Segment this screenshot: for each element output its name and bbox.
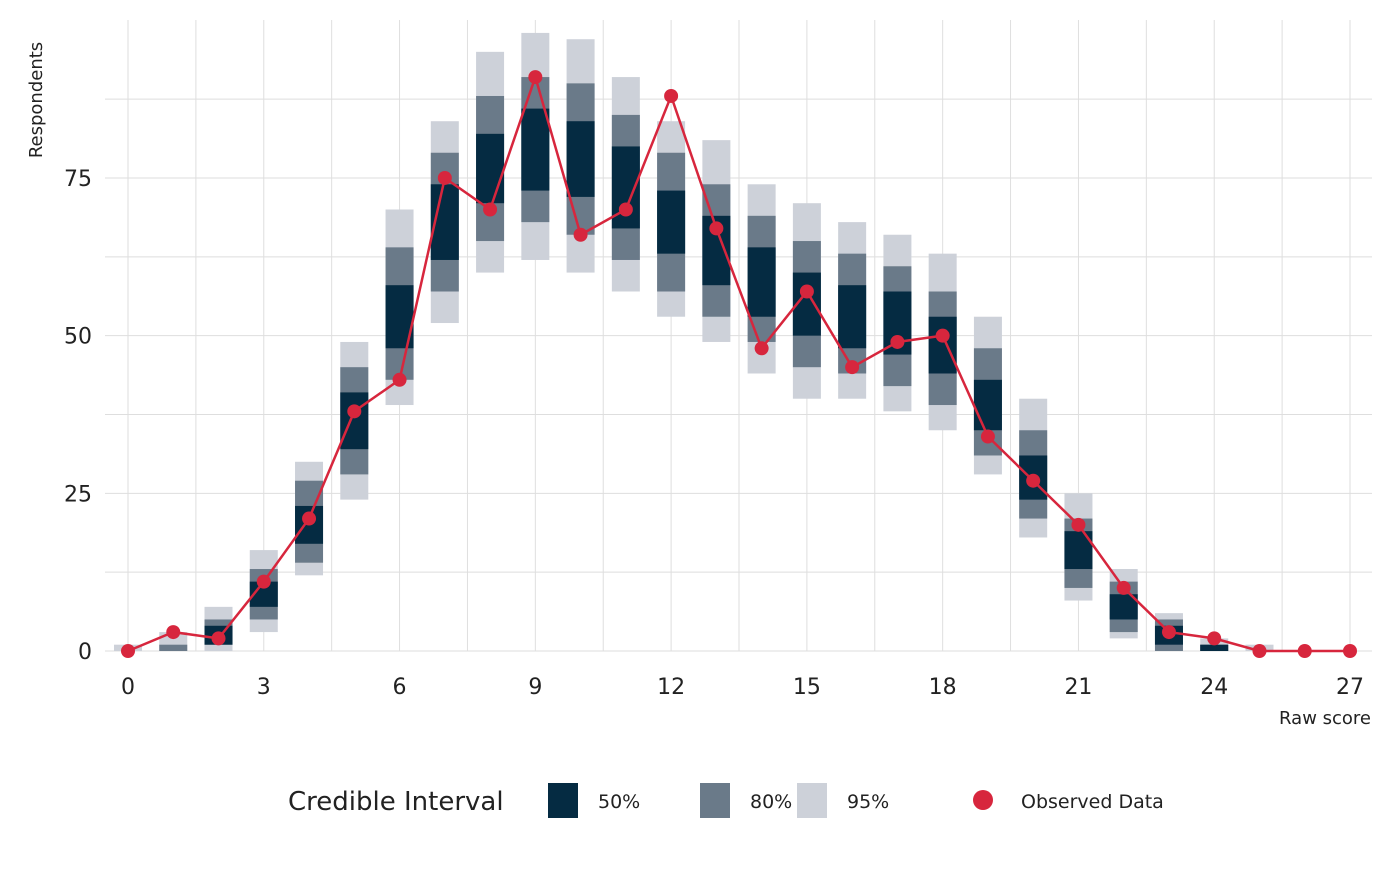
ci50-bar: [340, 392, 369, 450]
ci50-bar: [928, 316, 957, 374]
observed-point: [166, 625, 181, 640]
observed-point: [799, 284, 814, 299]
legend-label-80: 80%: [750, 791, 792, 813]
observed-point: [1343, 644, 1357, 658]
observed-point: [347, 404, 362, 419]
ci50-bar: [973, 379, 1002, 431]
observed-point: [211, 631, 226, 646]
x-tick-label: 12: [657, 675, 685, 700]
x-tick-label: 27: [1336, 675, 1364, 700]
y-tick-label: 75: [64, 167, 92, 192]
legend: Credible Interval 50% 80% 95% Observed D…: [288, 783, 1164, 818]
observed-point: [1297, 644, 1312, 658]
observed-point: [437, 170, 452, 185]
ci80-bar: [159, 644, 188, 651]
ci50-bar: [566, 121, 595, 197]
observed-point: [664, 88, 679, 103]
observed-point: [528, 70, 543, 85]
observed-point: [302, 511, 317, 526]
observed-point: [709, 221, 724, 236]
observed-point: [392, 372, 407, 387]
ci50-bar: [838, 285, 867, 349]
y-tick-label: 25: [64, 482, 92, 507]
legend-title: Credible Interval: [288, 787, 504, 817]
axis-ticks: 0 25 50 75 0 3 6 9 12 15 18 21 24 27: [64, 167, 1364, 700]
legend-label-observed: Observed Data: [1021, 791, 1164, 813]
observed-point: [845, 360, 860, 375]
ci50-bar: [1200, 644, 1229, 651]
ci50-bar: [521, 108, 550, 191]
observed-point: [121, 644, 135, 658]
legend-swatch-95: [797, 783, 827, 818]
legend-label-50: 50%: [598, 791, 640, 813]
y-axis-label: Respondents: [26, 42, 47, 158]
observed-point: [935, 328, 950, 343]
observed-data-series: [121, 70, 1357, 658]
observed-point: [1161, 625, 1176, 640]
x-tick-label: 15: [793, 675, 821, 700]
ci50-bar: [476, 133, 505, 204]
ci50-bar: [747, 247, 776, 317]
observed-point: [1207, 631, 1222, 646]
observed-point: [1116, 580, 1131, 595]
legend-swatch-observed: [973, 790, 993, 810]
observed-point: [890, 334, 905, 349]
legend-swatch-50: [548, 783, 578, 818]
x-tick-label: 21: [1064, 675, 1092, 700]
legend-swatch-80: [700, 783, 730, 818]
x-tick-label: 6: [393, 675, 407, 700]
observed-point: [980, 429, 995, 444]
ci50-bar: [657, 190, 686, 254]
y-tick-label: 0: [78, 640, 92, 665]
x-tick-label: 3: [257, 675, 271, 700]
observed-line: [127, 72, 1350, 653]
x-tick-label: 0: [121, 675, 135, 700]
observed-point: [483, 202, 498, 217]
x-axis-label: Raw score: [1279, 708, 1371, 729]
y-tick-label: 50: [64, 325, 92, 350]
credible-interval-bars: [114, 32, 1274, 651]
x-tick-label: 9: [528, 675, 542, 700]
x-tick-label: 18: [929, 675, 957, 700]
observed-point: [1252, 644, 1267, 658]
observed-point: [573, 227, 588, 242]
observed-point: [1026, 473, 1041, 488]
legend-label-95: 95%: [847, 791, 889, 813]
observed-point: [754, 341, 769, 356]
observed-point: [256, 574, 271, 589]
observed-point: [1071, 517, 1086, 532]
x-tick-label: 24: [1200, 675, 1228, 700]
observed-point: [618, 202, 633, 217]
